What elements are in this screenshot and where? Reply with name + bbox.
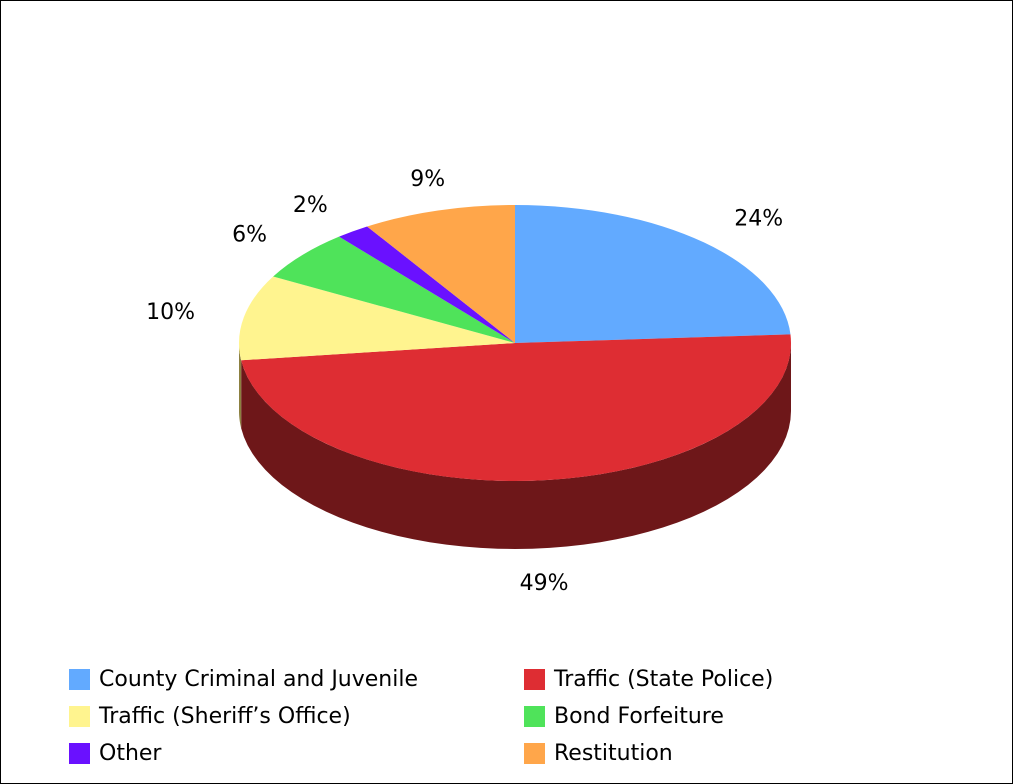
pie-value-label: 6% bbox=[232, 222, 267, 247]
legend-swatch bbox=[524, 743, 545, 764]
legend-swatch bbox=[524, 706, 545, 727]
pie-value-label: 2% bbox=[293, 193, 328, 218]
pie-sides bbox=[239, 343, 791, 549]
pie-slice bbox=[239, 276, 515, 361]
pie-slice bbox=[241, 334, 792, 482]
pie-slice bbox=[367, 205, 515, 343]
pie-value-label: 9% bbox=[410, 167, 445, 192]
legend-item: Traffic (Sheriff’s Office) bbox=[69, 702, 524, 731]
pie-value-label: 49% bbox=[520, 571, 569, 596]
pie-value-label: 24% bbox=[734, 207, 783, 232]
legend-label: Other bbox=[99, 741, 162, 766]
legend-item: Traffic (State Police) bbox=[524, 665, 854, 694]
legend-item: Other bbox=[69, 739, 524, 768]
legend-swatch bbox=[69, 706, 90, 727]
pie-value-label: 10% bbox=[146, 300, 195, 325]
legend-swatch bbox=[524, 669, 545, 690]
legend-item: County Criminal and Juvenile bbox=[69, 665, 524, 694]
legend-label: Traffic (State Police) bbox=[554, 667, 774, 692]
pie-slice-side bbox=[239, 343, 242, 429]
legend-swatch bbox=[69, 743, 90, 764]
legend-label: Restitution bbox=[554, 741, 673, 766]
legend-label: County Criminal and Juvenile bbox=[99, 667, 419, 692]
pie-slice bbox=[339, 226, 515, 343]
legend-label: Traffic (Sheriff’s Office) bbox=[99, 704, 351, 729]
legend: County Criminal and Juvenile Traffic (St… bbox=[69, 665, 854, 768]
legend-label: Bond Forfeiture bbox=[554, 704, 724, 729]
legend-swatch bbox=[69, 669, 90, 690]
pie-slice-side bbox=[241, 343, 791, 549]
legend-item: Bond Forfeiture bbox=[524, 702, 854, 731]
pie-chart: 24% 49% 10% 6% 2% 9% bbox=[146, 167, 792, 596]
pie-labels: 24% 49% 10% 6% 2% 9% bbox=[146, 167, 783, 596]
pie-slice bbox=[515, 205, 791, 343]
pie-slice bbox=[273, 236, 515, 343]
legend-item: Restitution bbox=[524, 739, 854, 768]
pie-tops bbox=[239, 205, 792, 482]
